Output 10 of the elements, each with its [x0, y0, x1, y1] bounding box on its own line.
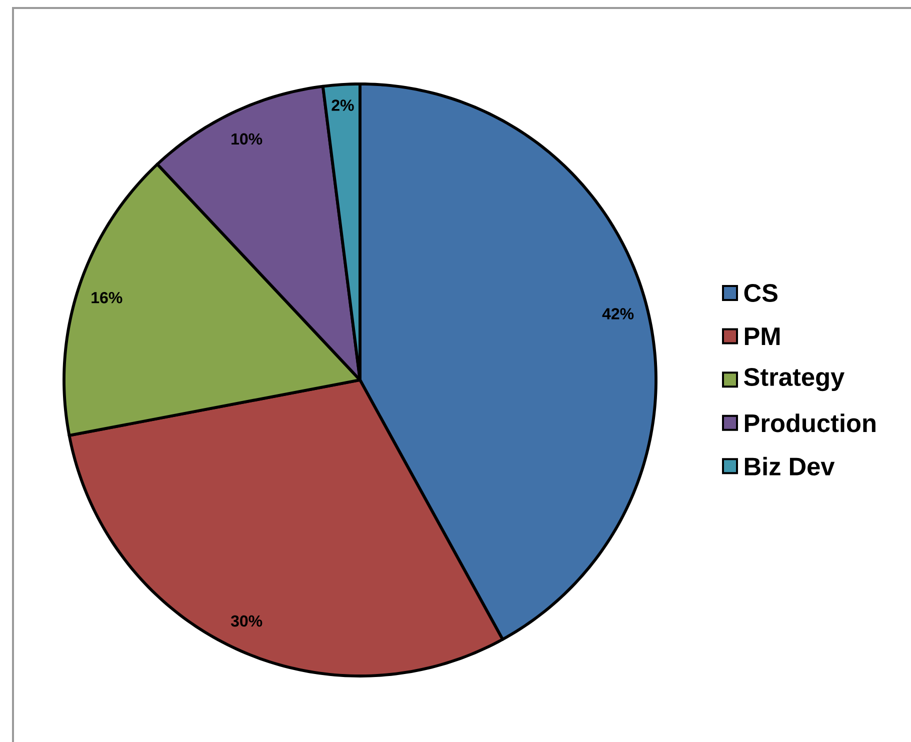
legend-label: PM — [744, 328, 780, 345]
data-label: 2% — [332, 100, 354, 111]
data-label: 30% — [230, 615, 262, 627]
data-label: 16% — [92, 292, 122, 304]
legend-label: Production — [744, 414, 876, 432]
legend-label: Biz Dev — [744, 456, 835, 476]
legend-label: Strategy — [744, 368, 844, 392]
data-label: 10% — [232, 133, 262, 145]
data-label: 42% — [602, 308, 634, 320]
legend-label: CS — [744, 284, 778, 302]
